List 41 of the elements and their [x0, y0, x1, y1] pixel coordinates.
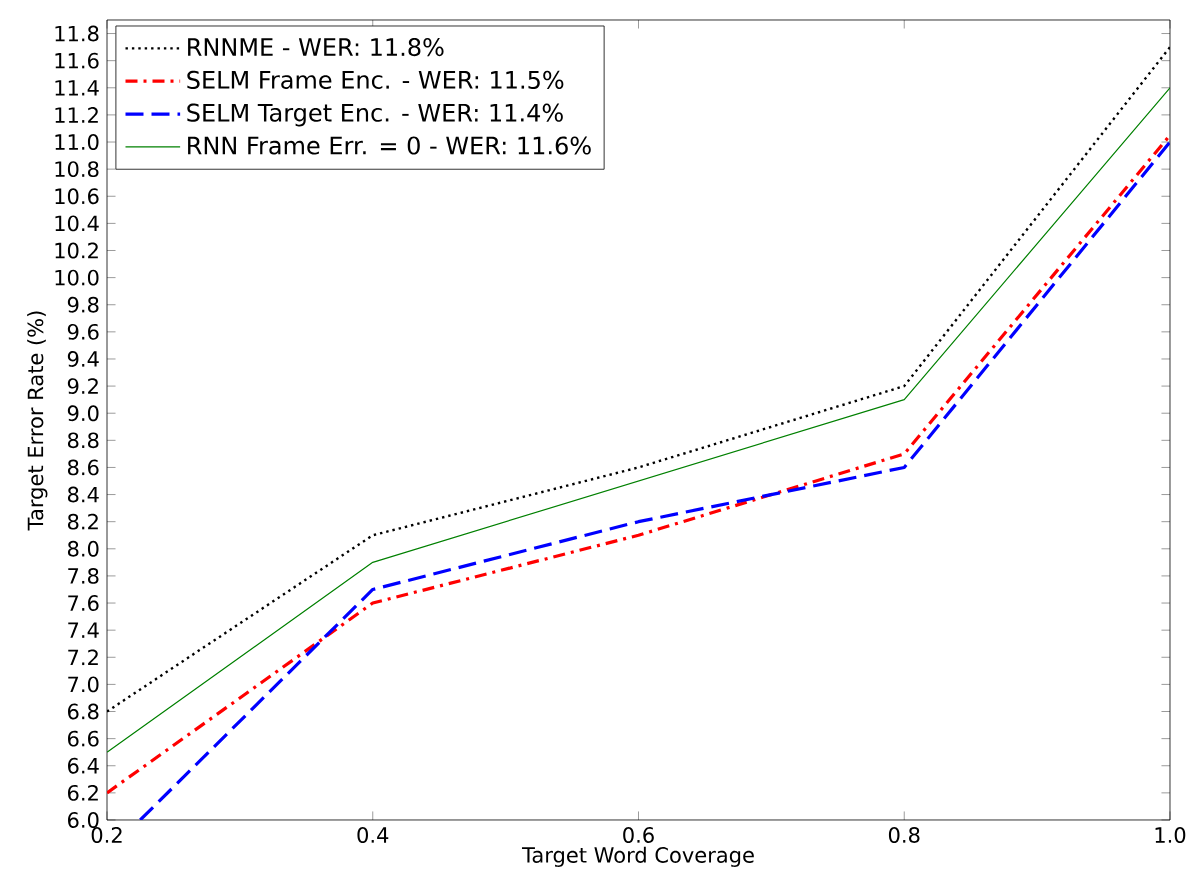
- y-tick-label: 9.6: [67, 323, 99, 340]
- y-axis-title: Target Error Rate (%): [27, 311, 48, 531]
- y-tick-label: 6.4: [68, 757, 99, 774]
- y-tick-label: 8.0: [67, 540, 99, 557]
- y-tick-label: 10.4: [55, 215, 99, 232]
- y-tick-label: 8.2: [67, 513, 98, 530]
- y-tick-label: 10.8: [55, 161, 99, 178]
- y-tick-label: 9.4: [67, 351, 99, 367]
- y-tick-label: 6.0: [68, 812, 99, 828]
- y-tick-label: 7.0: [68, 676, 99, 693]
- x-tick-label: 0.4: [357, 827, 389, 843]
- y-tick-label: 7.6: [68, 595, 99, 611]
- y-tick-label: 8.4: [67, 486, 99, 503]
- y-tick-label: 9.8: [67, 296, 99, 313]
- y-tick-label: 10.6: [55, 188, 99, 205]
- y-tick-label: 6.2: [68, 784, 98, 801]
- y-tick-label: 9.2: [67, 378, 98, 395]
- y-tick-label: 11.6: [55, 52, 99, 69]
- x-tick-label: 0.6: [623, 827, 654, 843]
- y-tick-label: 9.0: [67, 405, 99, 422]
- y-tick-label: 11.8: [55, 25, 99, 42]
- y-tick-label: 10.0: [55, 269, 99, 286]
- x-tick-label: 0.8: [888, 827, 920, 843]
- x-tick-label: 1.0: [1155, 827, 1186, 843]
- y-tick-label: 6.6: [68, 730, 99, 747]
- y-tick-label: 8.6: [67, 459, 99, 476]
- legend-label: SELM Frame Enc. - WER: 11.5%: [187, 70, 564, 89]
- y-tick-label: 11.4: [55, 80, 99, 96]
- x-axis-title: Target Word Coverage: [521, 846, 754, 867]
- legend-label: RNN Frame Err. = 0 - WER: 11.6%: [188, 136, 591, 155]
- y-tick-label: 6.8: [68, 703, 99, 720]
- y-tick-label: 7.2: [68, 649, 98, 666]
- y-tick-label: 7.8: [68, 567, 99, 584]
- legend-label: SELM Target Enc. - WER: 11.4%: [187, 103, 563, 127]
- y-tick-label: 7.4: [68, 622, 99, 638]
- x-tick-label: 0.2: [91, 827, 122, 843]
- y-tick-label: 11.0: [55, 134, 99, 150]
- legend-label: RNNME - WER: 11.8%: [188, 37, 444, 57]
- y-tick-label: 11.2: [55, 107, 98, 123]
- y-tick-label: 10.2: [55, 242, 98, 259]
- y-tick-label: 8.8: [67, 432, 99, 449]
